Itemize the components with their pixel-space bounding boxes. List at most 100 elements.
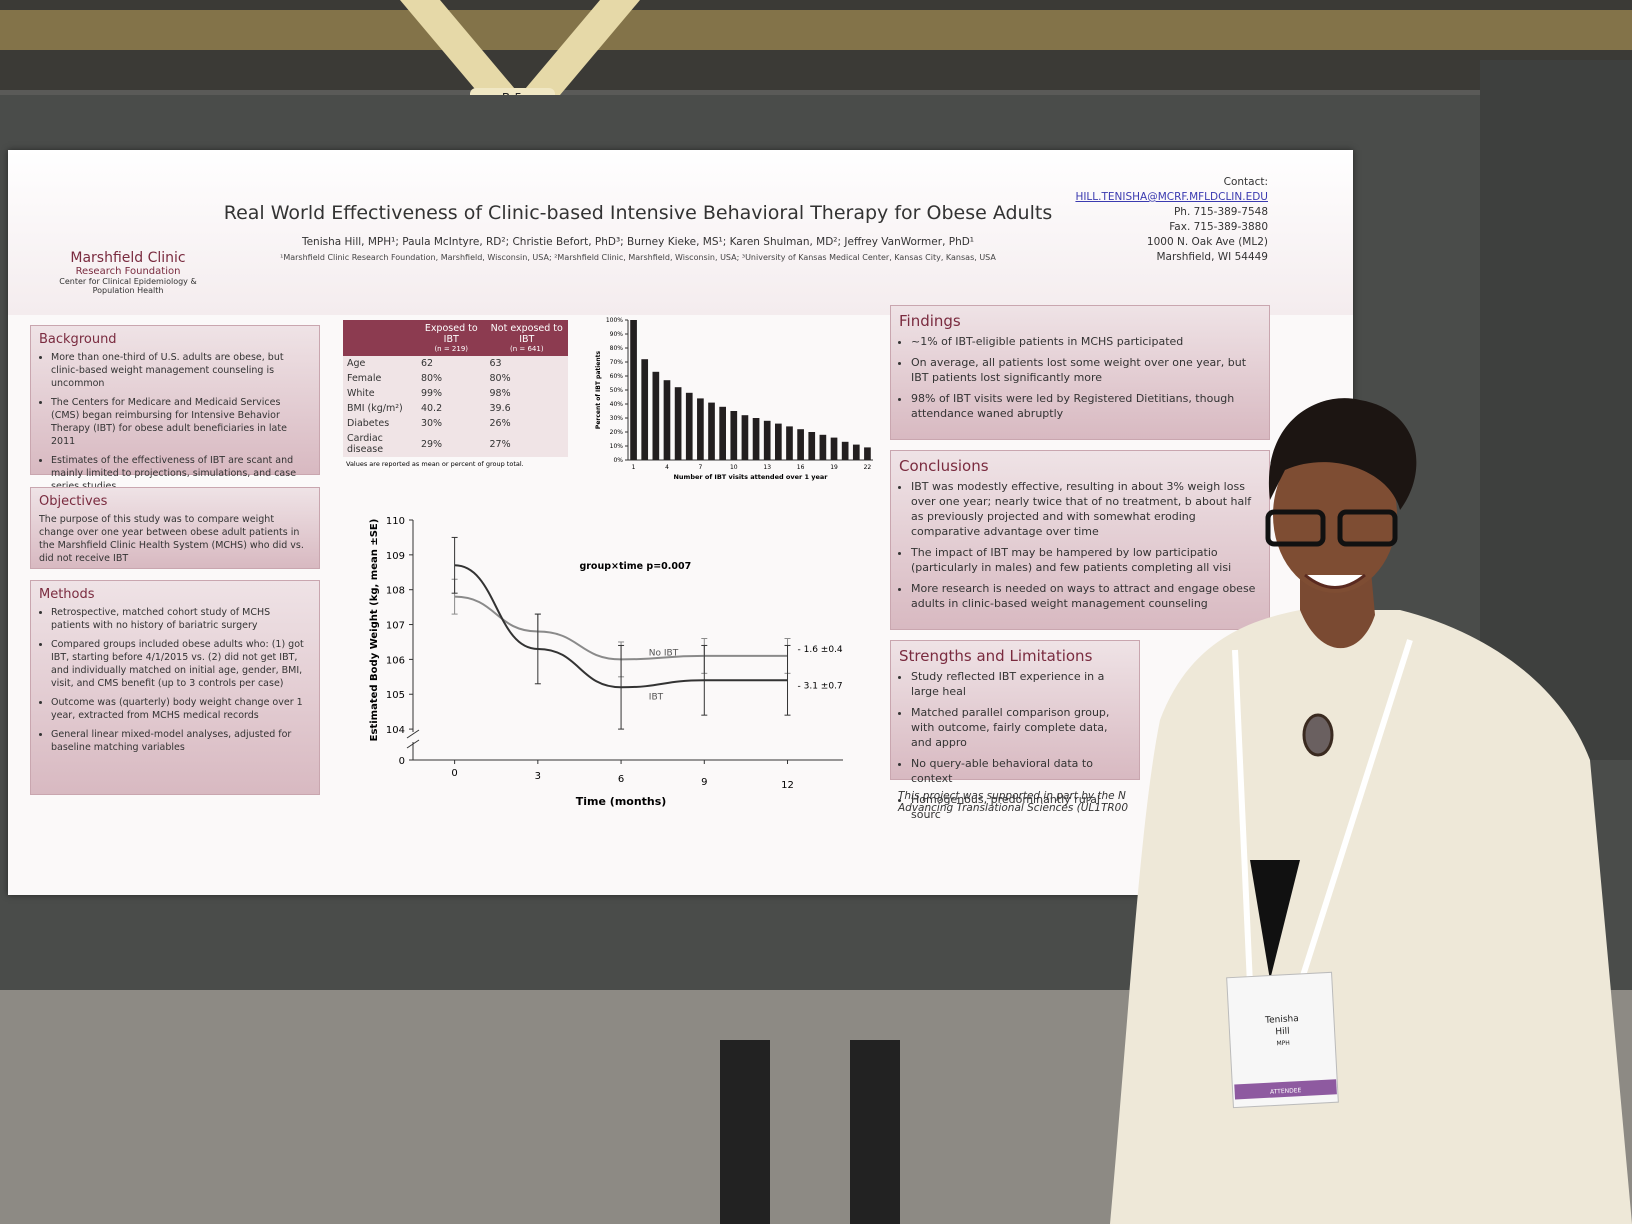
logo-text: Research Foundation bbox=[75, 266, 181, 277]
bullet-list: Study reflected IBT experience in a larg… bbox=[899, 669, 1131, 822]
bullet: Study reflected IBT experience in a larg… bbox=[911, 669, 1131, 699]
pendant bbox=[1302, 713, 1334, 757]
y-tick-label: 110 bbox=[386, 516, 405, 527]
section-title: Background bbox=[39, 332, 117, 347]
y-tick-label: 108 bbox=[386, 586, 405, 597]
axis-break bbox=[406, 729, 420, 739]
bar bbox=[852, 444, 860, 460]
bar bbox=[763, 420, 771, 460]
section-title: Strengths and Limitations bbox=[899, 647, 1093, 665]
y-axis-label: Percent of IBT patients bbox=[595, 351, 602, 430]
affiliations: ¹Marshfield Clinic Research Foundation, … bbox=[280, 253, 996, 262]
section-title: Conclusions bbox=[899, 457, 989, 475]
table-cell: 27% bbox=[489, 438, 511, 450]
bullet-list: ~1% of IBT-eligible patients in MCHS par… bbox=[899, 334, 1261, 421]
bar bbox=[752, 418, 760, 460]
contact-line: HILL.TENISHA@MCRF.MFLDCLIN.EDU bbox=[1075, 191, 1268, 203]
bar bbox=[830, 437, 838, 460]
bullet: The Centers for Medicare and Medicaid Se… bbox=[51, 396, 311, 448]
funding: This project was supported in part by th… bbox=[898, 790, 1129, 814]
y-tick-label: 70% bbox=[610, 359, 624, 366]
header-row: Exposed to IBT (n = 219) Not exposed to IB… bbox=[343, 320, 568, 356]
face bbox=[1273, 437, 1397, 593]
x-tick-label: 16 bbox=[797, 464, 805, 471]
bar bbox=[685, 392, 693, 460]
bullet: No query-able behavioral data to context bbox=[911, 756, 1131, 786]
table-cell: Age bbox=[347, 358, 366, 369]
bar bbox=[819, 434, 827, 460]
table-cell: 99% bbox=[420, 388, 443, 399]
bullet: The impact of IBT may be hampered by low… bbox=[911, 545, 1261, 575]
table-cell: 80% bbox=[489, 373, 511, 384]
logo-text: Marshfield Clinic bbox=[70, 250, 186, 266]
blouse bbox=[1110, 610, 1632, 1224]
y-tick-label: 104 bbox=[386, 725, 405, 736]
section-box: Strengths and Limitations Study reflected… bbox=[890, 640, 1140, 821]
bullet: Matched parallel comparison group, with … bbox=[911, 705, 1131, 750]
y-tick-label: 90% bbox=[610, 331, 624, 338]
truss bbox=[400, 0, 520, 95]
table-cell: 63 bbox=[489, 358, 502, 369]
bar bbox=[708, 402, 715, 460]
section-box: Objectives The purpose of this study was … bbox=[30, 487, 320, 569]
section-title: Findings bbox=[899, 312, 961, 330]
header-cell: Not exposed to IBT (n = 641) bbox=[486, 320, 568, 356]
bullet-list: Retrospective, matched cohort study of M… bbox=[39, 606, 311, 754]
lanyard bbox=[1297, 639, 1413, 986]
y-tick-label: 109 bbox=[386, 551, 405, 562]
authors: Tenisha Hill, MPH¹; Paula McIntyre, RD²;… bbox=[301, 236, 975, 248]
table-cell: 39.6 bbox=[489, 403, 511, 414]
end-label: - 3.1 ±0.7 bbox=[798, 681, 843, 691]
bar bbox=[775, 423, 782, 460]
contact-line: Contact: bbox=[1223, 176, 1268, 188]
lanyard bbox=[1232, 649, 1253, 986]
legs bbox=[850, 1040, 900, 1224]
truss bbox=[520, 0, 640, 95]
bullet: Homogenous, predominantly rural sourc bbox=[911, 792, 1131, 822]
bar bbox=[652, 371, 660, 460]
section-title: Objectives bbox=[39, 494, 108, 509]
contact-line: Ph. 715-389-7548 bbox=[1173, 206, 1268, 218]
beam bbox=[0, 10, 1632, 50]
bar bbox=[741, 415, 749, 460]
x-tick-label: 13 bbox=[763, 464, 771, 471]
x-tick-label: 6 bbox=[618, 774, 624, 785]
x-tick-label: 19 bbox=[830, 464, 838, 471]
table-cell: Diabetes bbox=[347, 418, 390, 429]
table-cell: 80% bbox=[420, 373, 443, 384]
y-tick-label: 0% bbox=[613, 457, 623, 464]
header-cell: Exposed to IBT (n = 219) bbox=[417, 320, 486, 356]
logo-text: Population Health bbox=[92, 286, 164, 295]
axis-break bbox=[406, 739, 420, 749]
y-tick-label: 60% bbox=[610, 373, 624, 380]
table-row: Female 80% 80% bbox=[343, 371, 568, 386]
y-tick-label: 80% bbox=[610, 345, 624, 352]
bullet: 98% of IBT visits were led by Registered… bbox=[911, 391, 1261, 421]
table-row: Age 62 63 bbox=[343, 356, 568, 371]
board-side bbox=[1480, 60, 1632, 760]
series-line bbox=[454, 564, 788, 689]
y-tick-label: 100% bbox=[606, 317, 623, 324]
bullet: Estimates of the effectiveness of IBT ar… bbox=[51, 454, 311, 493]
logo: Marshfield Clinic Research Foundation Ce… bbox=[48, 250, 208, 295]
x-tick-label: 0 bbox=[451, 768, 457, 779]
badge-strip bbox=[1234, 1079, 1337, 1100]
bar-chart: 0% 10% 20% 30% 40% 50% 60% 70% 80% 90% 100% 1 4 7 10 13… bbox=[595, 317, 873, 481]
y-tick-label: 40% bbox=[610, 401, 624, 408]
y-tick-label: 10% bbox=[610, 443, 624, 450]
x-tick-label: 12 bbox=[781, 780, 794, 791]
x-tick-label: 9 bbox=[701, 777, 707, 788]
series-name: IBT bbox=[649, 692, 664, 702]
badge bbox=[1226, 971, 1339, 1109]
badge-text: Hill bbox=[1275, 1027, 1290, 1038]
bullet: Compared groups included obese adults wh… bbox=[51, 638, 311, 690]
bullet: Retrospective, matched cohort study of M… bbox=[51, 606, 311, 632]
line-chart: 0 104 105 106 107 108 109 110 0 3 6 9 12 Time (months… bbox=[369, 516, 843, 808]
y-tick-label: 105 bbox=[386, 690, 405, 701]
contact-line: Marshfield, WI 54449 bbox=[1156, 251, 1269, 263]
glasses bbox=[1337, 509, 1398, 547]
x-tick-label: 7 bbox=[698, 464, 702, 471]
bullet: IBT was modestly effective, resulting in… bbox=[911, 479, 1261, 539]
